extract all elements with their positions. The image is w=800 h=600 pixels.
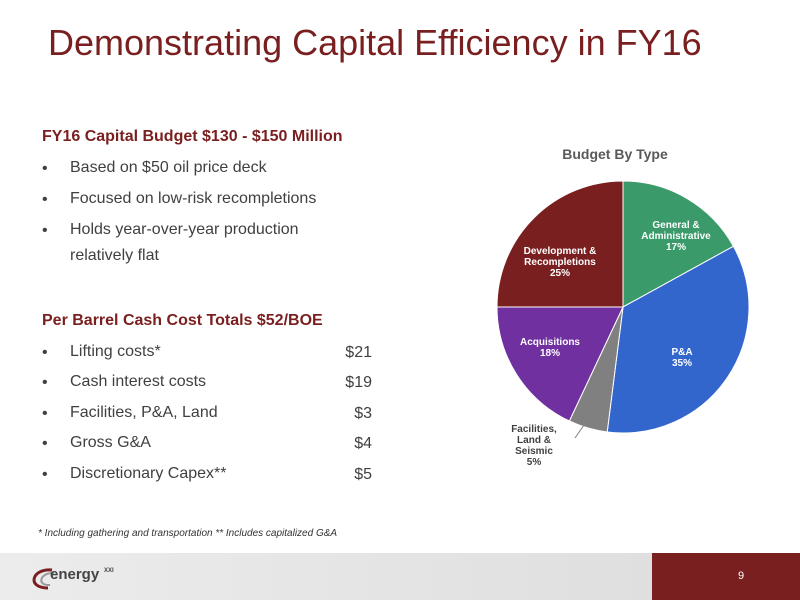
cost-item: • Discretionary Capex** $5 [42, 465, 372, 492]
leader-line [574, 424, 585, 439]
cost-value: $21 [345, 344, 372, 361]
bullet-dot: • [42, 344, 48, 361]
bullet-item: • Focused on low-risk recompletions [42, 190, 372, 217]
cost-label: Discretionary Capex** [70, 465, 227, 482]
pie-label-4: Development & Recompletions 25% [524, 246, 597, 279]
cash-cost-heading: Per Barrel Cash Cost Totals $52/BOE [42, 312, 323, 329]
bullet-item: • Based on $50 oil price deck [42, 159, 372, 186]
page-number: 9 [738, 570, 745, 582]
bullet-text: Based on $50 oil price deck [70, 159, 267, 176]
slide-title: Demonstrating Capital Efficiency in FY16 [48, 22, 702, 63]
cost-label: Cash interest costs [70, 373, 207, 390]
cost-value: $4 [354, 435, 372, 452]
bullet-text: Focused on low-risk recompletions [70, 190, 317, 207]
cost-value: $3 [354, 405, 372, 422]
cost-item: • Lifting costs* $21 [42, 343, 372, 370]
bullet-text: Holds year-over-year production relative… [70, 221, 299, 264]
footer-accent [652, 553, 800, 600]
bullet-dot: • [42, 466, 48, 483]
energy-xxi-logo-icon [32, 568, 55, 590]
cost-value: $5 [354, 466, 372, 483]
pie-label-1: P&A 35% [671, 347, 692, 369]
cost-label: Facilities, P&A, Land [70, 404, 218, 421]
cost-item: • Facilities, P&A, Land $3 [42, 404, 372, 431]
bullet-dot: • [42, 405, 48, 422]
pie-label-0: General & Administrative 17% [641, 220, 711, 253]
bullet-dot: • [42, 160, 48, 177]
pie-label-3: Acquisitions 18% [520, 337, 580, 359]
cost-item: • Gross G&A $4 [42, 434, 372, 461]
chart-title: Budget By Type [562, 146, 668, 162]
logo-sup: XXI [104, 568, 114, 574]
capital-budget-heading: FY16 Capital Budget $130 - $150 Million [42, 128, 343, 145]
bullet-dot: • [42, 222, 48, 239]
cost-item: • Cash interest costs $19 [42, 373, 372, 400]
pie-slice-3 [496, 306, 624, 422]
logo-text: energy [50, 566, 100, 583]
pie-label-2: Facilities, Land & Seismic 5% [511, 424, 557, 468]
bullet-item: • Holds year-over-year production relati… [42, 221, 372, 274]
cost-label: Gross G&A [70, 434, 151, 451]
footnote: * Including gathering and transportation… [38, 528, 338, 539]
cost-value: $19 [345, 374, 372, 391]
pie-slice-1 [606, 245, 750, 434]
budget-pie-chart: General & Administrative 17% P&A 35% Faciliti… [496, 180, 750, 468]
pie-slice-4 [496, 180, 624, 308]
cost-label: Lifting costs* [70, 343, 161, 360]
bullet-dot: • [42, 374, 48, 391]
bullet-dot: • [42, 435, 48, 452]
bullet-dot: • [42, 191, 48, 208]
pie-slice-0 [622, 180, 735, 308]
